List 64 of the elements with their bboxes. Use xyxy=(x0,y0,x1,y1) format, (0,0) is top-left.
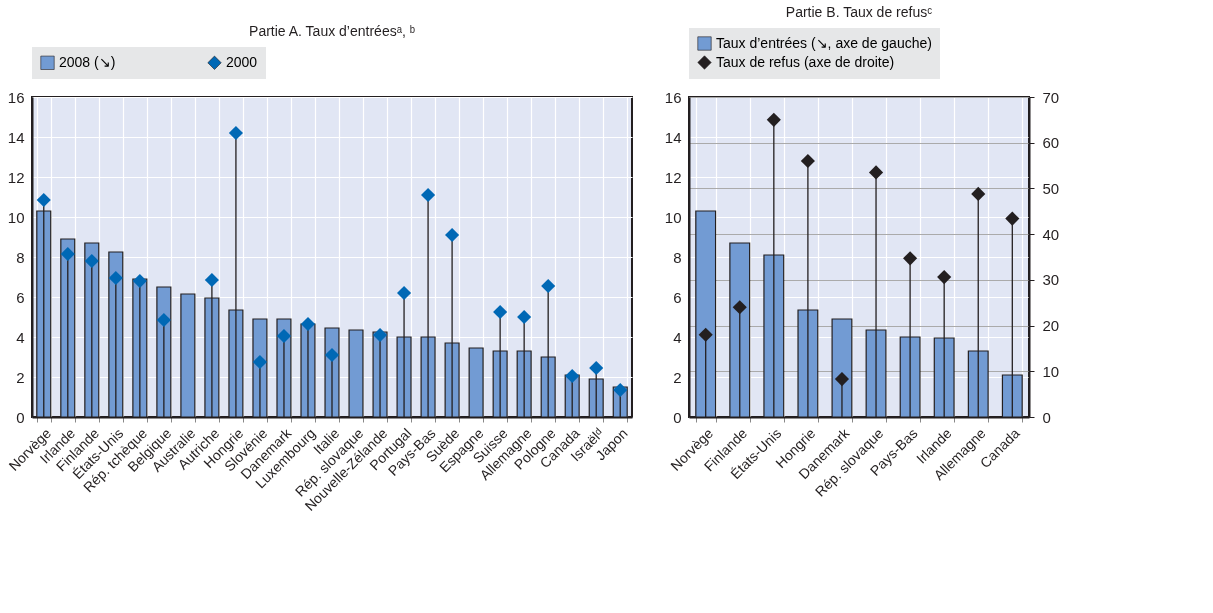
y-tick-label: 14 xyxy=(7,128,25,146)
point xyxy=(156,312,171,328)
y-tick-label: 2 xyxy=(16,368,25,386)
point xyxy=(517,309,532,325)
y2-tick-label: 20 xyxy=(1042,317,1060,335)
point xyxy=(698,327,713,342)
point xyxy=(868,165,884,180)
legend-label: Taux d’entrées (↘, axe de gauche) xyxy=(716,34,932,51)
y2-tick-label: 50 xyxy=(1042,179,1060,197)
point xyxy=(324,347,340,363)
y-tick-label: 2 xyxy=(673,368,682,386)
point xyxy=(565,368,580,384)
y-tick-label: 0 xyxy=(673,408,682,426)
point xyxy=(396,285,412,301)
point xyxy=(541,278,556,294)
y2-tick-label: 60 xyxy=(1042,134,1060,152)
y-tick-label: 6 xyxy=(673,288,682,306)
point xyxy=(971,186,986,201)
legend-label: 2008 (↘) xyxy=(59,53,116,70)
y-tick-label: 14 xyxy=(664,128,682,146)
point xyxy=(36,192,51,208)
y-tick-label: 0 xyxy=(16,408,25,426)
point xyxy=(937,270,952,285)
point xyxy=(228,125,243,141)
point xyxy=(732,300,747,315)
y-tick-label: 12 xyxy=(7,168,25,186)
y-tick-label: 4 xyxy=(673,328,682,346)
point xyxy=(903,251,918,266)
point xyxy=(766,112,781,127)
y-tick-label: 8 xyxy=(16,248,25,266)
y-tick-label: 10 xyxy=(7,208,25,226)
point xyxy=(834,371,850,387)
legend-label: 2000 xyxy=(226,53,258,70)
point xyxy=(589,360,604,376)
chart-title: Partie B. Taux de refusᶜ xyxy=(785,4,933,20)
point xyxy=(300,316,316,332)
y2-tick-label: 30 xyxy=(1042,271,1060,289)
point xyxy=(60,246,75,262)
point xyxy=(108,270,123,286)
y-tick-label: 16 xyxy=(664,88,682,106)
point xyxy=(613,382,628,398)
point xyxy=(252,354,268,370)
y-tick-label: 4 xyxy=(16,328,25,346)
y-tick-label: 10 xyxy=(664,208,682,226)
y2-tick-label: 0 xyxy=(1042,408,1051,426)
point xyxy=(204,272,219,288)
y2-tick-label: 70 xyxy=(1042,88,1060,106)
y-tick-label: 16 xyxy=(7,88,25,106)
y2-tick-label: 10 xyxy=(1042,362,1060,380)
point xyxy=(276,328,292,344)
point xyxy=(1005,211,1020,226)
y2-tick-label: 40 xyxy=(1042,225,1060,243)
chart-title: Partie A. Taux d’entréesᵃ, ᵇ xyxy=(249,23,415,39)
point xyxy=(132,273,147,289)
point xyxy=(445,227,460,243)
y-tick-label: 6 xyxy=(16,288,25,306)
point xyxy=(421,187,436,203)
point xyxy=(372,327,388,343)
point xyxy=(800,153,815,169)
point xyxy=(84,253,99,269)
y-tick-label: 12 xyxy=(664,168,682,186)
legend-label: Taux de refus (axe de droite) xyxy=(716,53,895,70)
y-tick-label: 8 xyxy=(673,248,682,266)
point xyxy=(493,304,508,320)
